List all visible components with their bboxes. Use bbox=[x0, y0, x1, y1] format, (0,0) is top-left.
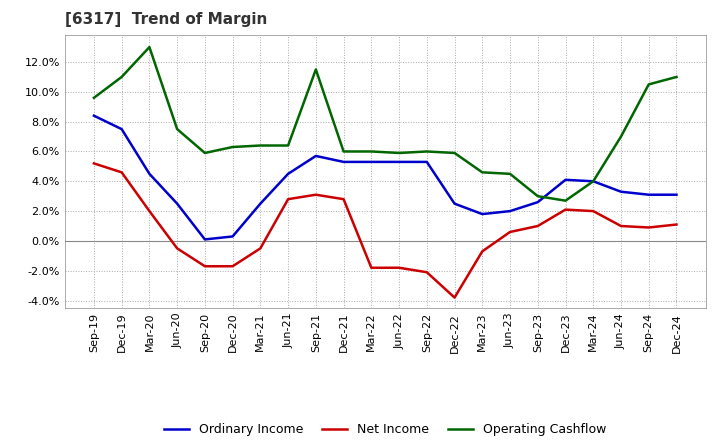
Operating Cashflow bbox=[89, 95, 98, 100]
Operating Cashflow bbox=[201, 150, 210, 156]
Ordinary Income bbox=[201, 237, 210, 242]
Operating Cashflow bbox=[589, 179, 598, 184]
Ordinary Income bbox=[256, 201, 265, 206]
Operating Cashflow bbox=[228, 144, 237, 150]
Net Income bbox=[672, 222, 681, 227]
Net Income bbox=[256, 246, 265, 251]
Operating Cashflow bbox=[616, 134, 625, 139]
Ordinary Income bbox=[423, 159, 431, 165]
Ordinary Income bbox=[284, 171, 292, 176]
Text: [6317]  Trend of Margin: [6317] Trend of Margin bbox=[65, 12, 267, 27]
Ordinary Income bbox=[339, 159, 348, 165]
Ordinary Income bbox=[450, 201, 459, 206]
Net Income bbox=[616, 224, 625, 229]
Operating Cashflow bbox=[672, 74, 681, 80]
Ordinary Income bbox=[561, 177, 570, 183]
Ordinary Income bbox=[478, 212, 487, 217]
Operating Cashflow bbox=[561, 198, 570, 203]
Net Income bbox=[228, 264, 237, 269]
Net Income bbox=[312, 192, 320, 198]
Net Income bbox=[534, 224, 542, 229]
Operating Cashflow bbox=[423, 149, 431, 154]
Net Income bbox=[644, 225, 653, 230]
Operating Cashflow bbox=[284, 143, 292, 148]
Net Income bbox=[284, 197, 292, 202]
Operating Cashflow bbox=[256, 143, 265, 148]
Line: Operating Cashflow: Operating Cashflow bbox=[94, 47, 677, 201]
Ordinary Income bbox=[117, 126, 126, 132]
Operating Cashflow bbox=[505, 171, 514, 176]
Ordinary Income bbox=[228, 234, 237, 239]
Operating Cashflow bbox=[450, 150, 459, 156]
Operating Cashflow bbox=[644, 82, 653, 87]
Operating Cashflow bbox=[173, 126, 181, 132]
Ordinary Income bbox=[89, 113, 98, 118]
Operating Cashflow bbox=[367, 149, 376, 154]
Net Income bbox=[561, 207, 570, 212]
Net Income bbox=[367, 265, 376, 271]
Ordinary Income bbox=[312, 153, 320, 158]
Operating Cashflow bbox=[395, 150, 403, 156]
Net Income bbox=[478, 249, 487, 254]
Net Income bbox=[339, 197, 348, 202]
Net Income bbox=[89, 161, 98, 166]
Net Income bbox=[145, 209, 154, 214]
Net Income bbox=[395, 265, 403, 271]
Ordinary Income bbox=[616, 189, 625, 194]
Operating Cashflow bbox=[312, 67, 320, 72]
Operating Cashflow bbox=[534, 194, 542, 199]
Ordinary Income bbox=[173, 201, 181, 206]
Legend: Ordinary Income, Net Income, Operating Cashflow: Ordinary Income, Net Income, Operating C… bbox=[159, 418, 611, 440]
Operating Cashflow bbox=[478, 170, 487, 175]
Net Income bbox=[117, 170, 126, 175]
Ordinary Income bbox=[145, 171, 154, 176]
Ordinary Income bbox=[367, 159, 376, 165]
Ordinary Income bbox=[672, 192, 681, 198]
Ordinary Income bbox=[644, 192, 653, 198]
Line: Net Income: Net Income bbox=[94, 163, 677, 297]
Ordinary Income bbox=[589, 179, 598, 184]
Operating Cashflow bbox=[117, 74, 126, 80]
Net Income bbox=[505, 229, 514, 235]
Ordinary Income bbox=[505, 209, 514, 214]
Net Income bbox=[589, 209, 598, 214]
Net Income bbox=[201, 264, 210, 269]
Ordinary Income bbox=[534, 199, 542, 205]
Line: Ordinary Income: Ordinary Income bbox=[94, 116, 677, 239]
Operating Cashflow bbox=[339, 149, 348, 154]
Net Income bbox=[450, 295, 459, 300]
Net Income bbox=[423, 270, 431, 275]
Operating Cashflow bbox=[145, 44, 154, 50]
Net Income bbox=[173, 246, 181, 251]
Ordinary Income bbox=[395, 159, 403, 165]
